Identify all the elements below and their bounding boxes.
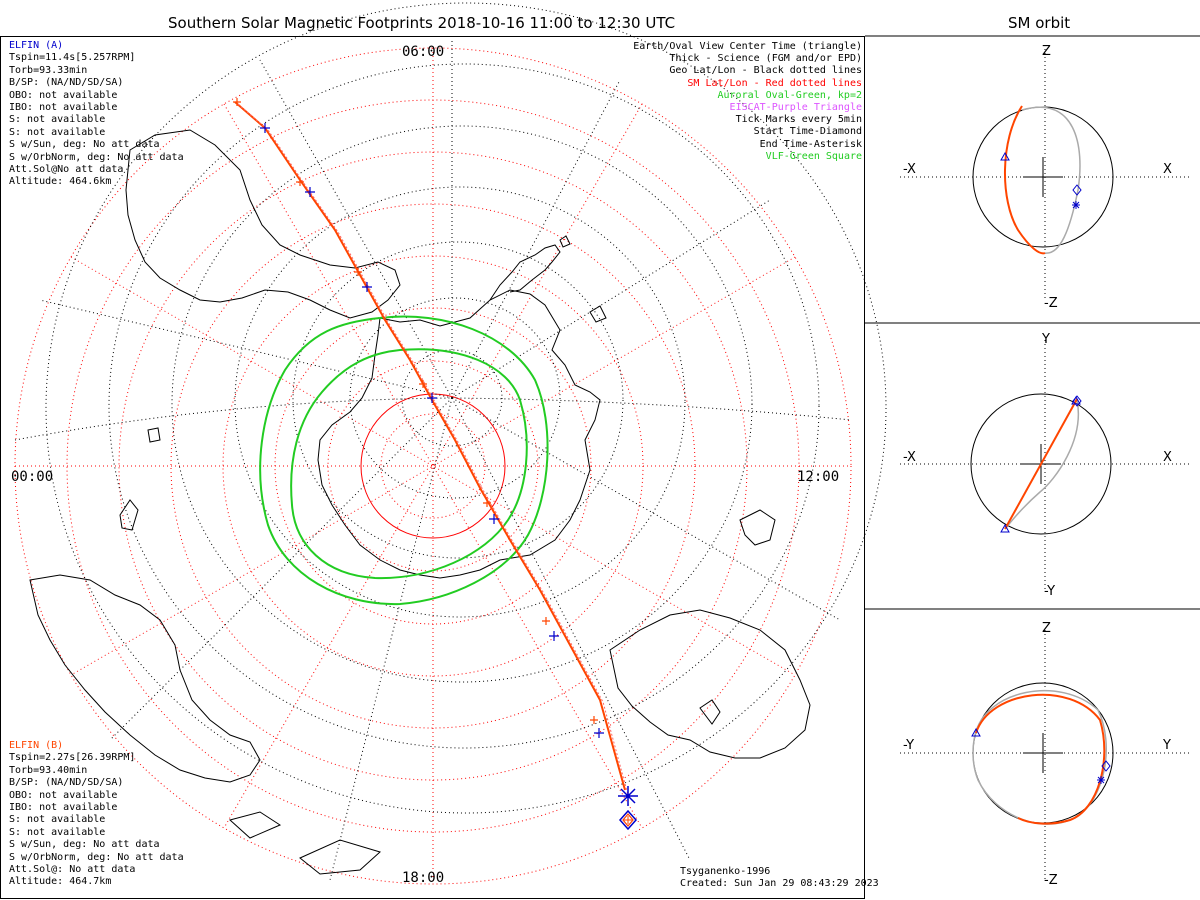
- legend-item: Earth/Oval View Center Time (triangle): [633, 41, 862, 52]
- elfin-b-line: S w/Sun, deg: No att data: [9, 839, 160, 851]
- elfin-b-line: Att.Sol@: No att data: [9, 864, 136, 876]
- footer: Tsyganenko-1996 Created: Sun Jan 29 08:4…: [680, 866, 879, 890]
- elfin-a-line: OBO: not available: [9, 89, 118, 101]
- elfin-track-sm-dotted: [237, 103, 629, 796]
- elfin-a-line: S: not available: [9, 126, 106, 138]
- orbit-panel-xz: [900, 45, 1190, 300]
- legend-item: VLF-Green Square: [765, 150, 862, 162]
- axis-label-right: X: [1163, 450, 1172, 465]
- legend-item: End Time-Asterisk: [759, 138, 862, 150]
- sm-longitude-grid: [15, 48, 851, 884]
- legend-item: Geo Lat/Lon - Black dotted lines: [669, 65, 862, 77]
- orbit-panel-xy: [900, 340, 1190, 590]
- axis-label-left: -Y: [903, 738, 915, 753]
- elfin-b-line: Torb=93.40min: [9, 764, 88, 776]
- end-asterisk: [618, 786, 638, 806]
- elfin-b-track: [234, 101, 626, 791]
- created-label: Created: Sun Jan 29 08:43:29 2023: [680, 878, 879, 889]
- page-title: Southern Solar Magnetic Footprints 2018-…: [168, 14, 676, 32]
- elfin-a-ticks: [260, 123, 604, 738]
- legend-item: Start Time-Diamond: [753, 126, 862, 138]
- legend: Earth/Oval View Center Time (triangle) T…: [633, 41, 862, 163]
- elfin-a-line: Altitude: 464.6km: [9, 176, 112, 188]
- axis-label-bottom: -Z: [1044, 296, 1058, 311]
- elfin-b-line: S: not available: [9, 814, 106, 826]
- elfin-b-line: OBO: not available: [9, 789, 118, 801]
- legend-item: Thick - Science (FGM and/or EPD): [669, 53, 862, 65]
- orbit-title: SM orbit: [1008, 14, 1071, 32]
- start-diamond: [618, 809, 638, 831]
- map-frame: [0, 36, 865, 899]
- elfin-b-line: Altitude: 464.7km: [9, 876, 112, 888]
- mlt-label-top: 06:00: [402, 44, 445, 60]
- axis-label-left: -X: [903, 450, 916, 465]
- elfin-b-line: S: not available: [9, 826, 106, 838]
- elfin-a-name: ELFIN (A): [9, 40, 64, 51]
- elfin-a-line: B/SP: (NA/ND/SD/SA): [9, 77, 124, 89]
- elfin-b-line: B/SP: (NA/ND/SD/SA): [9, 777, 124, 789]
- elfin-b-info: ELFIN (B) Tspin=2.27s[26.39RPM] Torb=93.…: [9, 740, 184, 889]
- axis-label-right: X: [1163, 162, 1172, 177]
- legend-item: Auroral Oval-Green, kp=2: [717, 89, 863, 101]
- legend-item: Tick Marks every 5min: [735, 114, 862, 126]
- elfin-b-ticks: [233, 98, 598, 724]
- mlt-label-right: 12:00: [797, 469, 840, 485]
- elfin-a-line: Tspin=11.4s[5.257RPM]: [9, 52, 136, 64]
- elfin-b-line: S w/OrbNorm, deg: No att data: [9, 851, 184, 863]
- axis-label-right: Y: [1163, 738, 1171, 753]
- axis-label-top: Z: [1042, 44, 1051, 59]
- axis-label-bottom: -Y: [1044, 584, 1056, 599]
- elfin-a-line: S w/Sun, deg: No att data: [9, 139, 160, 151]
- mlt-label-bottom: 18:00: [402, 870, 445, 886]
- elfin-a-line: Att.Sol@No att data: [9, 164, 124, 176]
- geo-latitude-grid: [45, 2, 887, 814]
- model-label: Tsyganenko-1996: [680, 866, 771, 877]
- sm-inner-circle: [360, 393, 506, 539]
- legend-item: SM Lat/Lon - Red dotted lines: [687, 77, 862, 89]
- coastlines: [29, 129, 811, 875]
- axis-label-bottom: -Z: [1044, 873, 1058, 888]
- elfin-b-name: ELFIN (B): [9, 740, 64, 751]
- elfin-a-info: ELFIN (A) Tspin=11.4s[5.257RPM] Torb=93.…: [9, 40, 184, 189]
- elfin-b-line: Tspin=2.27s[26.39RPM]: [9, 752, 136, 764]
- mlt-label-left: 00:00: [11, 469, 54, 485]
- elfin-a-line: S w/OrbNorm, deg: No att data: [9, 151, 184, 163]
- elfin-a-line: S: not available: [9, 114, 106, 126]
- axis-label-top: Z: [1042, 621, 1051, 636]
- elfin-a-line: Torb=93.33min: [9, 64, 88, 76]
- elfin-b-line: IBO: not available: [9, 802, 118, 814]
- elfin-a-line: IBO: not available: [9, 102, 118, 114]
- geo-longitude-grid: [14, 40, 852, 881]
- axis-label-left: -X: [903, 162, 916, 177]
- auroral-oval: [259, 315, 549, 606]
- legend-item: EISCAT-Purple Triangle: [729, 102, 862, 114]
- orbit-panel-yz: [900, 630, 1190, 880]
- axis-label-top: Y: [1042, 332, 1050, 347]
